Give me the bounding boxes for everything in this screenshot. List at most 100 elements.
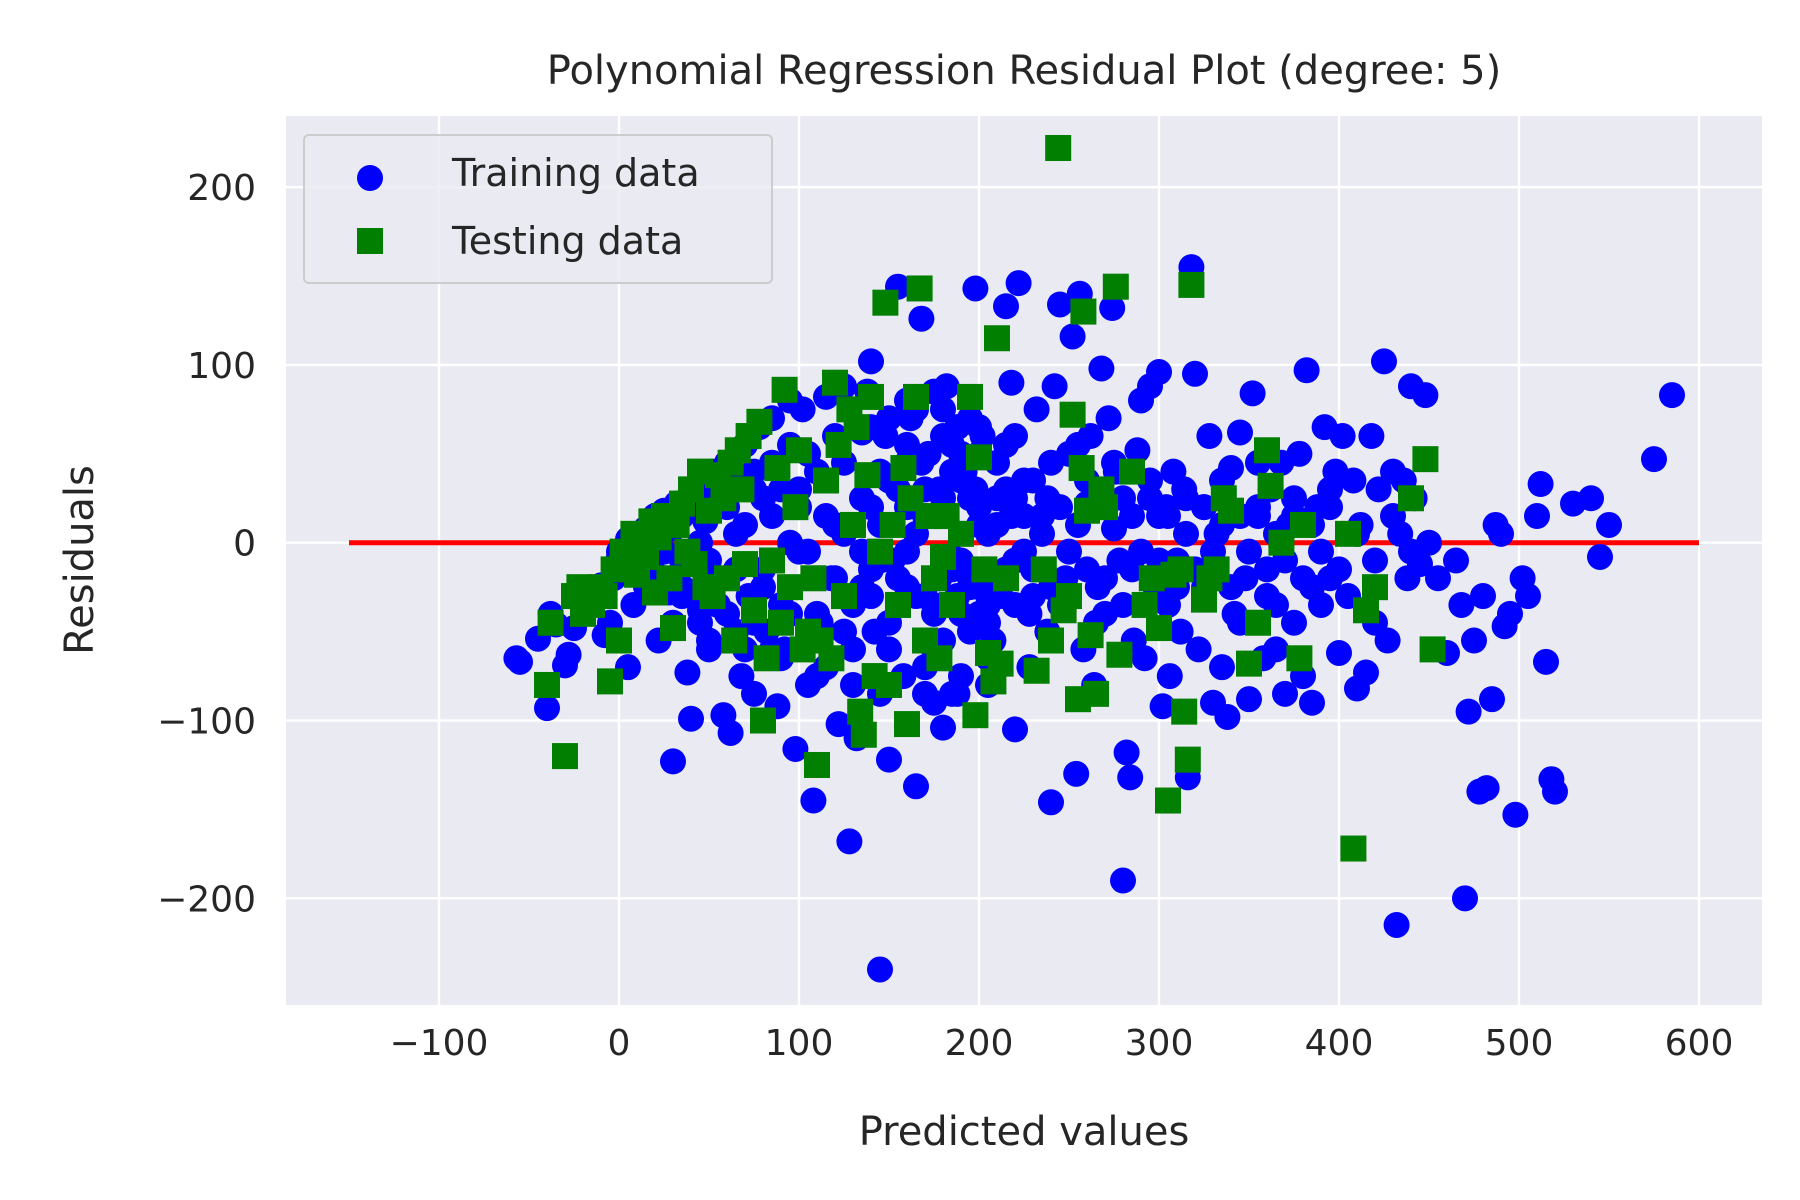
testing-data-point (660, 615, 686, 642)
training-data-point (993, 293, 1019, 320)
training-data-point (1002, 716, 1028, 743)
training-data-point (1358, 423, 1385, 450)
testing-data-point (1045, 135, 1072, 162)
training-data-point (1371, 348, 1397, 375)
testing-data-point (1092, 494, 1118, 521)
training-data-point (1286, 440, 1313, 467)
training-data-point (1167, 618, 1194, 645)
testing-data-point (1362, 574, 1388, 601)
training-data-point (1020, 467, 1046, 494)
training-data-point (962, 275, 989, 302)
training-data-point (1443, 547, 1469, 574)
training-data-point (1515, 583, 1541, 610)
training-data-point (998, 503, 1025, 530)
testing-data-point (903, 383, 929, 410)
testing-data-point (741, 597, 767, 624)
training-data-point (1448, 591, 1475, 618)
training-data-point (1281, 485, 1307, 512)
testing-data-point (782, 494, 809, 521)
training-data-point (962, 476, 989, 503)
training-data-point (1236, 686, 1262, 713)
chart-title: Polynomial Regression Residual Plot (deg… (547, 48, 1501, 94)
testing-data-point (1070, 298, 1097, 325)
y-axis-label: Residuals (57, 465, 103, 655)
testing-data-point (800, 565, 827, 592)
testing-data-point (606, 627, 632, 654)
testing-data-point (840, 511, 866, 538)
training-data-point (1156, 663, 1183, 690)
testing-data-point (939, 591, 965, 618)
testing-data-point (926, 645, 953, 672)
training-data-point (1149, 693, 1176, 720)
testing-data-point (854, 462, 881, 489)
testing-data-point (721, 627, 748, 654)
testing-data-point (1286, 645, 1313, 672)
legend-marker-testing (357, 228, 383, 254)
training-data-point (957, 618, 983, 645)
training-data-point (1016, 600, 1043, 627)
training-data-point (1293, 357, 1320, 384)
training-data-point (1005, 270, 1032, 297)
training-data-point (1173, 485, 1199, 512)
training-data-point (1340, 467, 1367, 494)
testing-data-point (858, 383, 884, 410)
legend-box (303, 134, 773, 284)
testing-data-point (1174, 746, 1201, 773)
training-data-point (1214, 703, 1241, 730)
training-data-point (1383, 911, 1410, 938)
testing-data-point (534, 671, 560, 698)
testing-data-point (957, 383, 983, 410)
training-data-point (717, 719, 744, 746)
testing-data-point (1146, 615, 1172, 642)
testing-data-point (993, 565, 1019, 592)
testing-data-point (804, 751, 830, 778)
testing-data-point (1419, 636, 1446, 663)
testing-data-point (786, 437, 812, 464)
training-data-point (1398, 538, 1424, 565)
training-data-point (1479, 686, 1505, 713)
training-data-point (1063, 760, 1090, 787)
training-data-point (1245, 494, 1271, 521)
testing-data-point (537, 609, 564, 636)
training-data-point (1533, 648, 1559, 675)
testing-data-point (1218, 497, 1244, 524)
training-data-point (1425, 565, 1451, 592)
legend: Training data Testing data (303, 134, 773, 284)
training-data-point (1596, 511, 1622, 538)
training-data-point (1374, 627, 1401, 654)
testing-data-point (890, 455, 917, 482)
testing-data-point (1236, 650, 1262, 677)
training-data-point (825, 711, 852, 738)
training-data-point (1041, 373, 1068, 400)
training-data-point (1117, 764, 1144, 791)
training-data-point (1173, 520, 1199, 547)
training-data-point (894, 431, 920, 458)
x-tick-label: 200 (945, 1023, 1014, 1064)
testing-data-point (1245, 609, 1271, 636)
y-tick-label: 0 (233, 524, 256, 565)
training-data-point (876, 636, 902, 663)
training-data-point (1110, 867, 1136, 894)
testing-data-point (552, 743, 578, 770)
training-data-point (1461, 627, 1487, 654)
testing-data-point (728, 476, 755, 503)
training-data-point (1196, 423, 1223, 450)
training-data-point (1236, 538, 1262, 565)
training-data-point (795, 538, 821, 565)
training-data-point (1502, 801, 1529, 828)
testing-data-point (1178, 271, 1205, 298)
training-data-point (1326, 639, 1352, 666)
training-data-point (555, 641, 582, 668)
training-data-point (1641, 446, 1667, 473)
training-data-point (1412, 382, 1439, 409)
training-data-point (903, 773, 929, 800)
testing-data-point (750, 707, 776, 734)
training-data-point (1527, 471, 1554, 498)
training-data-point (908, 305, 935, 332)
x-tick-label: 0 (608, 1023, 631, 1064)
testing-data-point (879, 511, 906, 538)
x-tick-label: −100 (390, 1023, 489, 1064)
training-data-point (1182, 360, 1208, 387)
training-data-point (507, 648, 533, 675)
